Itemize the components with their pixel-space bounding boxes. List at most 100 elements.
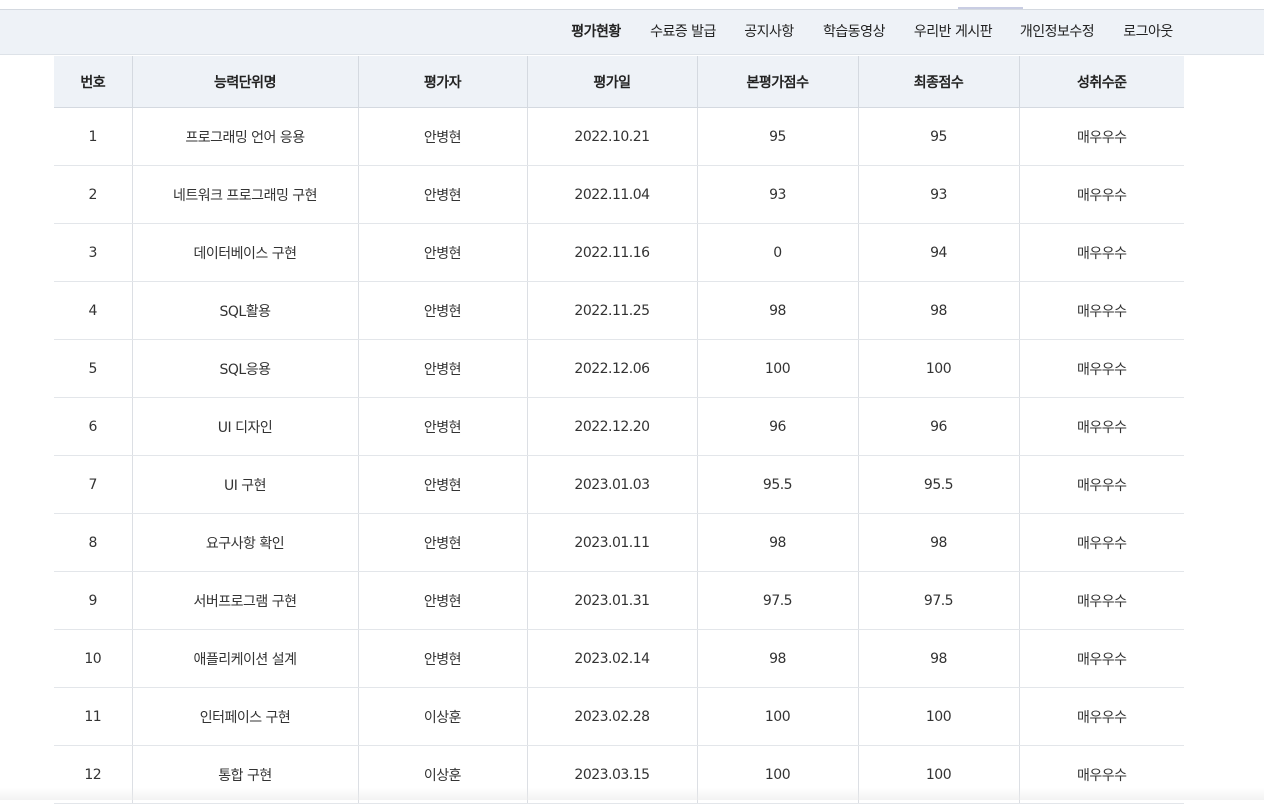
table-row: 2 네트워크 프로그래밍 구현 안병현 2022.11.04 93 93 매우우수 [54, 165, 1184, 224]
cell-eval-date: 2022.10.21 [526, 107, 697, 166]
table-row: 11 인터페이스 구현 이상훈 2023.02.28 100 100 매우우수 [54, 687, 1184, 746]
cell-evaluator: 안병현 [357, 107, 527, 166]
cell-final-score: 95 [857, 107, 1019, 166]
cell-achievement: 매우우수 [1018, 513, 1184, 572]
cell-number: 2 [54, 165, 132, 224]
cell-eval-date: 2022.11.04 [526, 165, 697, 224]
table-header-row: 번호 능력단위명 평가자 평가일 본평가점수 최종점수 성취수준 [54, 56, 1184, 108]
cell-unit-name: 요구사항 확인 [131, 513, 358, 572]
cell-number: 9 [54, 571, 132, 630]
cell-achievement: 매우우수 [1018, 165, 1184, 224]
cell-evaluator: 이상훈 [357, 745, 527, 804]
cell-unit-name: 프로그래밍 언어 응용 [131, 107, 358, 166]
cell-evaluator: 안병현 [357, 571, 527, 630]
cell-main-score: 100 [696, 339, 858, 398]
table-row: 7 UI 구현 안병현 2023.01.03 95.5 95.5 매우우수 [54, 455, 1184, 514]
table-row: 9 서버프로그램 구현 안병현 2023.01.31 97.5 97.5 매우우수 [54, 571, 1184, 630]
cell-main-score: 0 [696, 223, 858, 282]
cell-evaluator: 안병현 [357, 629, 527, 688]
nav-item-notices[interactable]: 공지사항 [744, 24, 794, 40]
cell-achievement: 매우우수 [1018, 629, 1184, 688]
table-row: 3 데이터베이스 구현 안병현 2022.11.16 0 94 매우우수 [54, 223, 1184, 282]
table-row: 12 통합 구현 이상훈 2023.03.15 100 100 매우우수 [54, 745, 1184, 804]
cell-number: 12 [54, 745, 132, 804]
cell-main-score: 100 [696, 745, 858, 804]
cell-main-score: 95 [696, 107, 858, 166]
cell-unit-name: 데이터베이스 구현 [131, 223, 358, 282]
header-eval-date: 평가일 [526, 56, 697, 108]
cell-final-score: 100 [857, 687, 1019, 746]
cell-number: 10 [54, 629, 132, 688]
cell-evaluator: 안병현 [357, 281, 527, 340]
cell-number: 5 [54, 339, 132, 398]
cell-achievement: 매우우수 [1018, 397, 1184, 456]
cell-main-score: 96 [696, 397, 858, 456]
cell-unit-name: 인터페이스 구현 [131, 687, 358, 746]
header-number: 번호 [54, 56, 132, 108]
cell-eval-date: 2022.12.20 [526, 397, 697, 456]
table-row: 10 애플리케이션 설계 안병현 2023.02.14 98 98 매우우수 [54, 629, 1184, 688]
evaluation-table-container: 번호 능력단위명 평가자 평가일 본평가점수 최종점수 성취수준 1 프로그래밍 … [54, 56, 1184, 804]
cell-eval-date: 2023.01.11 [526, 513, 697, 572]
evaluation-table: 번호 능력단위명 평가자 평가일 본평가점수 최종점수 성취수준 1 프로그래밍 … [54, 56, 1184, 804]
table-body: 1 프로그래밍 언어 응용 안병현 2022.10.21 95 95 매우우수 2 네트워크 프… [54, 107, 1184, 804]
nav-item-learning-videos[interactable]: 학습동영상 [823, 24, 885, 40]
cell-eval-date: 2023.01.31 [526, 571, 697, 630]
nav-item-edit-profile[interactable]: 개인정보수정 [1019, 24, 1095, 40]
cell-achievement: 매우우수 [1018, 571, 1184, 630]
cell-evaluator: 이상훈 [357, 687, 527, 746]
cell-achievement: 매우우수 [1018, 223, 1184, 282]
header-main-score: 본평가점수 [696, 56, 858, 108]
cell-number: 1 [54, 107, 132, 166]
cell-unit-name: SQL활용 [131, 281, 358, 340]
header-unit-name: 능력단위명 [131, 56, 358, 108]
cell-evaluator: 안병현 [357, 513, 527, 572]
cell-eval-date: 2023.01.03 [526, 455, 697, 514]
cell-final-score: 98 [857, 281, 1019, 340]
cell-evaluator: 안병현 [357, 223, 527, 282]
nav-item-logout[interactable]: 로그아웃 [1123, 24, 1173, 40]
cell-main-score: 100 [696, 687, 858, 746]
nav-item-certificate-issue[interactable]: 수료증 발급 [650, 24, 716, 40]
nav-item-class-board[interactable]: 우리반 게시판 [913, 24, 993, 40]
nav-accent-line [958, 7, 1023, 9]
cell-number: 7 [54, 455, 132, 514]
cell-final-score: 97.5 [857, 571, 1019, 630]
cell-main-score: 98 [696, 513, 858, 572]
cell-achievement: 매우우수 [1018, 745, 1184, 804]
cell-evaluator: 안병현 [357, 339, 527, 398]
cell-main-score: 98 [696, 629, 858, 688]
cell-main-score: 95.5 [696, 455, 858, 514]
cell-achievement: 매우우수 [1018, 281, 1184, 340]
cell-final-score: 96 [857, 397, 1019, 456]
cell-achievement: 매우우수 [1018, 687, 1184, 746]
cell-final-score: 100 [857, 339, 1019, 398]
cell-eval-date: 2023.02.14 [526, 629, 697, 688]
top-navigation-bar: 평가현황 수료증 발급 공지사항 학습동영상 우리반 게시판 개인정보수정 로그… [0, 7, 1264, 55]
cell-achievement: 매우우수 [1018, 339, 1184, 398]
cell-final-score: 94 [857, 223, 1019, 282]
table-row: 8 요구사항 확인 안병현 2023.01.11 98 98 매우우수 [54, 513, 1184, 572]
header-final-score: 최종점수 [857, 56, 1019, 108]
cell-number: 11 [54, 687, 132, 746]
cell-number: 3 [54, 223, 132, 282]
cell-unit-name: 네트워크 프로그래밍 구현 [131, 165, 358, 224]
nav-item-evaluation-status[interactable]: 평가현황 [571, 24, 621, 40]
cell-final-score: 98 [857, 629, 1019, 688]
cell-final-score: 98 [857, 513, 1019, 572]
cell-eval-date: 2022.11.25 [526, 281, 697, 340]
cell-eval-date: 2023.03.15 [526, 745, 697, 804]
cell-final-score: 100 [857, 745, 1019, 804]
table-row: 5 SQL응용 안병현 2022.12.06 100 100 매우우수 [54, 339, 1184, 398]
cell-eval-date: 2023.02.28 [526, 687, 697, 746]
cell-main-score: 98 [696, 281, 858, 340]
cell-unit-name: 통합 구현 [131, 745, 358, 804]
header-evaluator: 평가자 [357, 56, 527, 108]
cell-achievement: 매우우수 [1018, 107, 1184, 166]
cell-final-score: 93 [857, 165, 1019, 224]
cell-unit-name: SQL응용 [131, 339, 358, 398]
cell-unit-name: UI 디자인 [131, 397, 358, 456]
cell-unit-name: UI 구현 [131, 455, 358, 514]
cell-eval-date: 2022.11.16 [526, 223, 697, 282]
cell-unit-name: 서버프로그램 구현 [131, 571, 358, 630]
